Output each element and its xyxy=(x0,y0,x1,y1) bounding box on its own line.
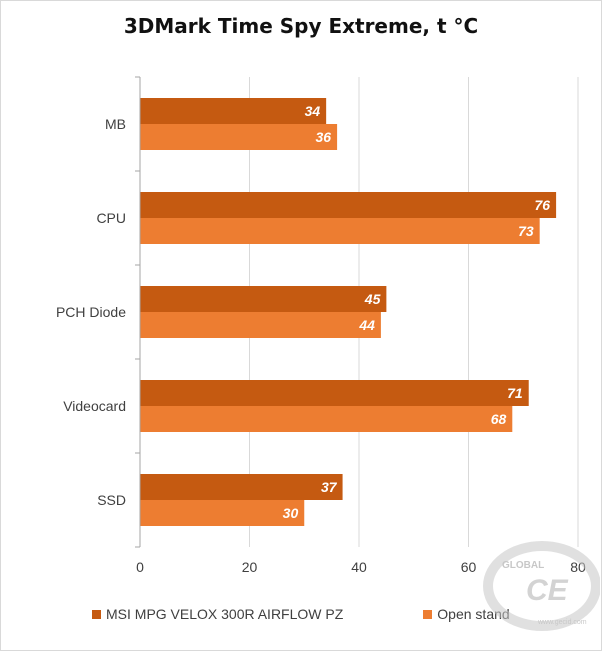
legend-item-series-1: MSI MPG VELOX 300R AIRFLOW PZ xyxy=(92,606,343,622)
watermark-brand: GLOBAL xyxy=(502,560,544,571)
watermark-logo: GLOBAL CE www.gecid.com xyxy=(483,541,600,631)
x-tick-label: 60 xyxy=(461,559,477,575)
x-tick-label: 20 xyxy=(242,559,258,575)
legend: MSI MPG VELOX 300R AIRFLOW PZ Open stand xyxy=(92,606,510,622)
bar xyxy=(140,406,513,432)
data-label: 30 xyxy=(283,505,299,521)
bar xyxy=(140,286,387,312)
legend-label-series-2: Open stand xyxy=(437,606,510,622)
data-label: 45 xyxy=(364,291,381,307)
category-label: MB xyxy=(105,116,126,132)
bar xyxy=(140,192,557,218)
category-label: CPU xyxy=(96,210,126,226)
bar xyxy=(140,500,305,526)
legend-swatch-series-2 xyxy=(423,609,433,619)
x-tick-label: 40 xyxy=(351,559,367,575)
chart-title: 3DMark Time Spy Extreme, t °C xyxy=(123,14,479,38)
data-label: 36 xyxy=(316,129,332,145)
bar xyxy=(140,124,338,150)
bar xyxy=(140,474,343,500)
data-label: 73 xyxy=(518,223,534,239)
data-label: 37 xyxy=(321,479,338,495)
category-label: Videocard xyxy=(63,398,126,414)
data-label: 34 xyxy=(305,103,321,119)
data-label: 71 xyxy=(507,385,523,401)
legend-label-series-1: MSI MPG VELOX 300R AIRFLOW PZ xyxy=(106,606,344,622)
data-label: 76 xyxy=(535,197,551,213)
x-tick-label: 0 xyxy=(136,559,144,575)
data-label: 44 xyxy=(358,317,375,333)
category-label: PCH Diode xyxy=(56,304,126,320)
bar xyxy=(140,98,327,124)
bar xyxy=(140,312,381,338)
legend-item-series-2: Open stand xyxy=(423,606,510,622)
watermark-mark: CE xyxy=(526,574,569,607)
bar xyxy=(140,380,529,406)
legend-swatch-series-1 xyxy=(92,609,101,619)
data-label: 68 xyxy=(491,411,507,427)
watermark-ring xyxy=(483,541,600,631)
category-label: SSD xyxy=(97,492,126,508)
watermark-url: www.gecid.com xyxy=(537,619,587,626)
bar xyxy=(140,218,540,244)
